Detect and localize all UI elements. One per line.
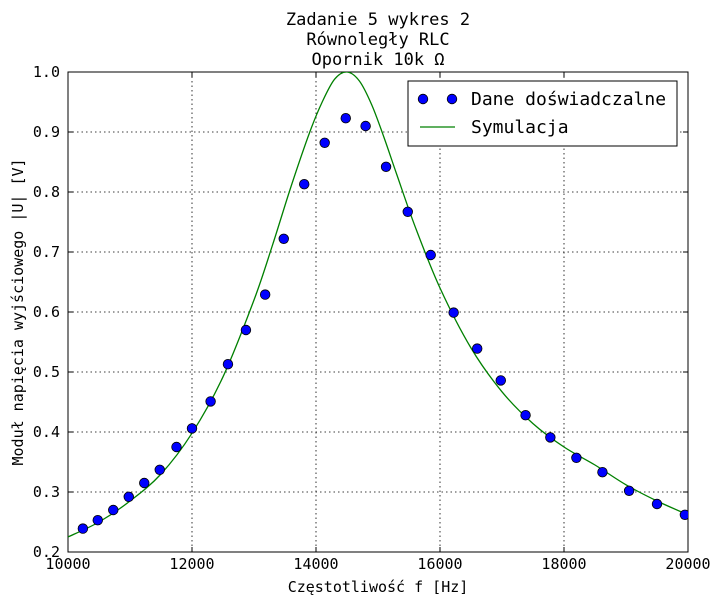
- y-tick-label: 0.2: [33, 543, 60, 561]
- x-tick-label: 18000: [541, 555, 586, 573]
- data-point: [259, 289, 271, 300]
- data-point: [597, 467, 608, 478]
- legend-box: [407, 80, 678, 147]
- x-tick-labels: 10000 12000 14000 16000 18000 20000: [45, 555, 710, 573]
- data-point: [380, 161, 392, 173]
- data-point: [278, 233, 289, 245]
- x-tick-label: 12000: [169, 555, 214, 573]
- data-point: [495, 375, 506, 386]
- y-tick-label: 0.7: [33, 243, 60, 261]
- data-point: [77, 523, 89, 534]
- legend-label-experimental: Dane doświadczalne: [471, 89, 666, 110]
- data-point: [651, 498, 663, 510]
- chart-title-line-1: Zadanie 5 wykres 2: [286, 10, 470, 30]
- x-tick-label: 16000: [417, 555, 462, 573]
- data-point: [679, 509, 688, 520]
- data-point: [186, 423, 198, 434]
- y-axis-label: Moduł napięcia wyjściowego |U| [V]: [9, 158, 27, 465]
- x-tick-label: 20000: [665, 555, 710, 573]
- grid-lines: [68, 72, 688, 552]
- data-point: [92, 515, 103, 526]
- x-tick-label: 10000: [45, 555, 90, 573]
- y-tick-label: 0.4: [33, 423, 60, 441]
- y-tick-label: 0.9: [33, 123, 60, 141]
- data-point: [139, 477, 150, 489]
- data-point: [402, 206, 413, 218]
- axis-ticks: [67, 71, 689, 553]
- data-point: [123, 491, 134, 503]
- legend-marker-2: [446, 93, 458, 105]
- chart-title-line-3: Opornik 10k Ω: [311, 50, 444, 70]
- y-tick-label: 0.5: [33, 363, 60, 381]
- data-point: [205, 396, 216, 407]
- y-tick-label: 0.6: [33, 303, 60, 321]
- x-tick-label: 14000: [293, 555, 338, 573]
- data-point: [319, 137, 330, 149]
- data-point: [222, 359, 234, 370]
- data-point: [472, 343, 483, 354]
- legend-marker-1: [417, 93, 429, 105]
- data-point: [340, 112, 351, 124]
- experimental-series: [77, 112, 688, 534]
- y-tick-labels: 0.2 0.3 0.4 0.5 0.6 0.7 0.8 0.9 1.0: [33, 63, 60, 561]
- y-tick-label: 0.8: [33, 183, 60, 201]
- y-tick-label: 1.0: [33, 63, 60, 81]
- data-point: [520, 410, 531, 421]
- data-point: [545, 432, 556, 443]
- y-tick-label: 0.3: [33, 483, 60, 501]
- data-point: [240, 324, 252, 336]
- data-point: [571, 452, 582, 464]
- data-point: [108, 504, 119, 516]
- data-point: [425, 249, 436, 261]
- legend-label-simulation: Symulacja: [471, 117, 569, 138]
- x-axis-label: Częstotliwość f [Hz]: [288, 578, 469, 596]
- data-point: [623, 485, 635, 497]
- legend: Dane doświadczalne Symulacja: [407, 80, 678, 147]
- data-point: [171, 441, 182, 453]
- data-point: [448, 307, 459, 318]
- chart-title: Zadanie 5 wykres 2 Równoległy RLC Oporni…: [286, 10, 470, 70]
- data-point: [299, 178, 310, 190]
- data-point: [360, 120, 371, 132]
- chart-title-line-2: Równoległy RLC: [306, 30, 449, 50]
- data-point: [154, 464, 165, 476]
